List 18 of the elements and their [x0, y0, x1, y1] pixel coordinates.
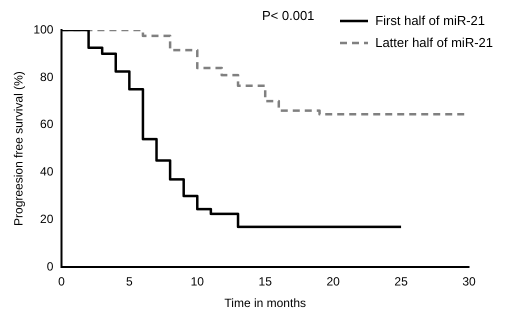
x-tick-label: 0	[58, 274, 66, 289]
x-tick-label: 30	[462, 274, 476, 289]
legend-label: First half of miR-21	[375, 12, 486, 30]
x-tick-label: 5	[126, 274, 134, 289]
text: P< 0.001	[262, 8, 314, 23]
y-tick-label: 80	[40, 70, 54, 84]
y-tick-label: 40	[40, 164, 54, 179]
legend-label: Latter half of miR-21	[375, 34, 493, 52]
y-tick-label: 20	[40, 212, 54, 226]
x-tick-label: 20	[326, 274, 340, 289]
x-tick-label: 15	[258, 274, 272, 289]
x-axis-title: Time in months	[224, 296, 306, 310]
y-tick-label: 0	[46, 260, 54, 274]
y-tick-label: 100	[33, 22, 54, 36]
y-tick-label: 60	[40, 117, 54, 132]
y-axis-title: Progreesion free survival (%)	[12, 71, 26, 226]
x-tick-label: 10	[190, 274, 204, 289]
x-tick-label: 25	[394, 274, 408, 289]
